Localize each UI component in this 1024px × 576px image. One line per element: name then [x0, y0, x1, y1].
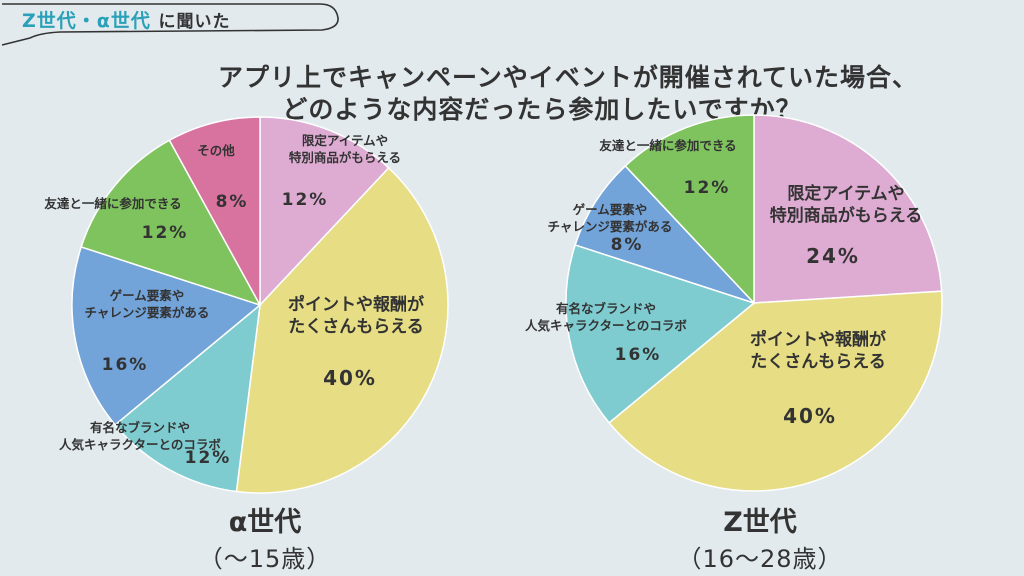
slice-label: 特別商品がもらえる	[770, 205, 923, 226]
slice-label: チャレンジ要素がある	[548, 219, 673, 234]
chart-2-subtitle: （16〜28歳）	[677, 545, 843, 573]
slice-percent: 8%	[611, 235, 644, 255]
pie-slice	[565, 243, 756, 424]
slice-label: 限定アイテムや	[787, 183, 904, 204]
slice-percent: 12%	[185, 448, 232, 468]
slice-label: たくさんもらえる	[750, 352, 886, 372]
slice-percent: 40%	[783, 404, 837, 428]
pie-slice	[608, 290, 943, 492]
title-line-1: アプリ上でキャンペーンやイベントが開催されていた場合、	[217, 63, 918, 92]
pie-slice	[753, 114, 943, 304]
slice-label: ポイントや報酬が	[750, 329, 886, 350]
slice-percent: 12%	[142, 223, 189, 243]
chart-2-name: Z世代	[723, 507, 797, 538]
badge-rest: に聞いた	[158, 12, 231, 32]
slice-label: ゲーム要素や	[573, 202, 648, 217]
slice-percent: 24%	[806, 244, 860, 268]
slice-percent: 16%	[615, 345, 662, 365]
pie-slice	[71, 245, 262, 426]
slice-label: 有名なブランドや	[90, 420, 190, 435]
slice-label: ポイントや報酬が	[288, 294, 424, 315]
chart-2-caption: Z世代 （16〜28歳）	[650, 500, 870, 574]
slice-label: たくさんもらえる	[288, 317, 424, 337]
slice-label: チャレンジ要素がある	[85, 305, 210, 320]
chart-1-caption: α世代 （〜15歳）	[155, 500, 375, 574]
pie-slice	[235, 166, 449, 494]
slice-label: その他	[197, 143, 235, 158]
slice-percent: 8%	[216, 192, 249, 212]
pie-slice	[168, 116, 261, 306]
pie-slice	[624, 114, 755, 305]
badge-bubble	[1, 3, 339, 46]
slice-label: 人気キャラクターとのコラボ	[525, 318, 687, 333]
slice-label: 限定アイテムや	[302, 133, 388, 148]
slice-label: 友達と一緒に参加できる	[43, 196, 181, 211]
chart-1-subtitle: （〜15歳）	[198, 545, 332, 573]
pie-slice	[574, 164, 755, 304]
slice-percent: 40%	[323, 366, 377, 390]
pie-slice	[80, 139, 262, 307]
chart-1-name: α世代	[228, 507, 302, 538]
slice-label: 特別商品がもらえる	[289, 150, 401, 165]
slice-label: 人気キャラクターとのコラボ	[59, 437, 221, 452]
badge-highlight: Z世代・α世代	[22, 10, 151, 32]
slice-percent: 12%	[684, 178, 731, 198]
slice-percent: 16%	[102, 355, 149, 375]
badge-text: Z世代・α世代 に聞いた	[22, 6, 230, 33]
pie-slice	[259, 116, 390, 307]
pie-slice	[114, 303, 261, 493]
slice-percent: 12%	[282, 190, 329, 210]
slice-label: 友達と一緒に参加できる	[598, 138, 736, 153]
slice-label: ゲーム要素や	[110, 288, 185, 303]
slice-label: 有名なブランドや	[556, 301, 656, 316]
